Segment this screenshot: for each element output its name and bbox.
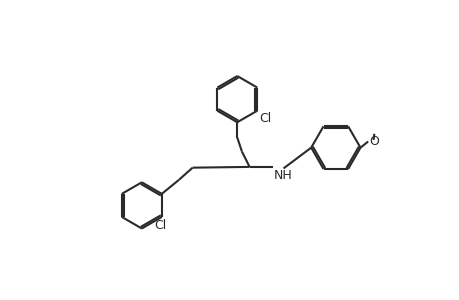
Text: O: O [368,135,378,148]
Text: Cl: Cl [259,112,271,125]
Text: Cl: Cl [154,219,166,232]
Text: NH: NH [274,169,292,182]
